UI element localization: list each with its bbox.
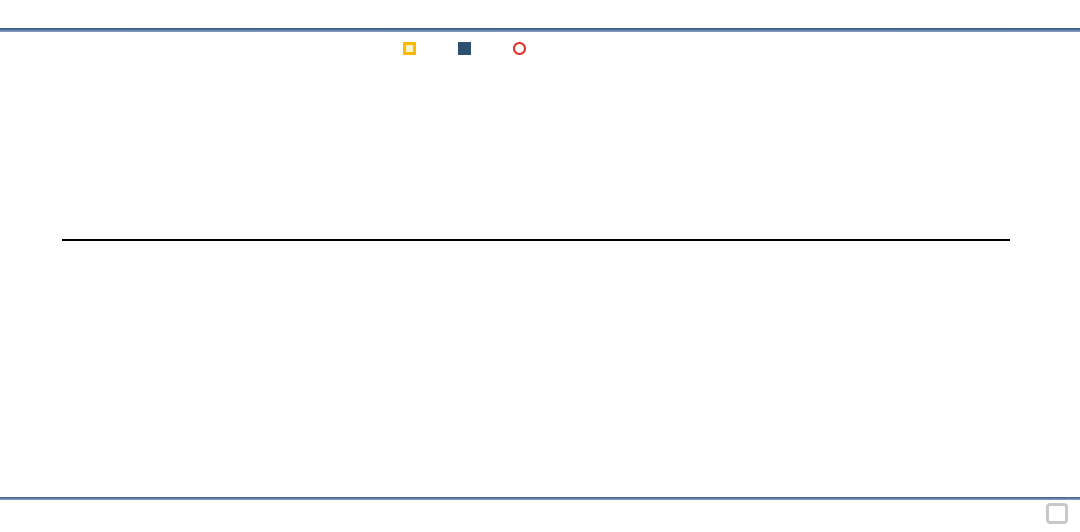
legend-item-aug bbox=[458, 42, 477, 55]
yellow-square-icon bbox=[403, 42, 416, 55]
legend-item-jul bbox=[403, 42, 422, 55]
title-divider bbox=[0, 28, 1080, 32]
gelonghui-logo bbox=[1046, 503, 1072, 524]
red-circle-icon bbox=[513, 42, 526, 55]
footer-divider bbox=[0, 497, 1080, 500]
legend-item-change bbox=[513, 42, 532, 55]
logo-g-icon bbox=[1046, 503, 1068, 524]
zero-axis-line bbox=[62, 239, 1010, 241]
legend bbox=[403, 42, 532, 55]
navy-square-icon bbox=[458, 42, 471, 55]
chart-header bbox=[8, 3, 30, 23]
